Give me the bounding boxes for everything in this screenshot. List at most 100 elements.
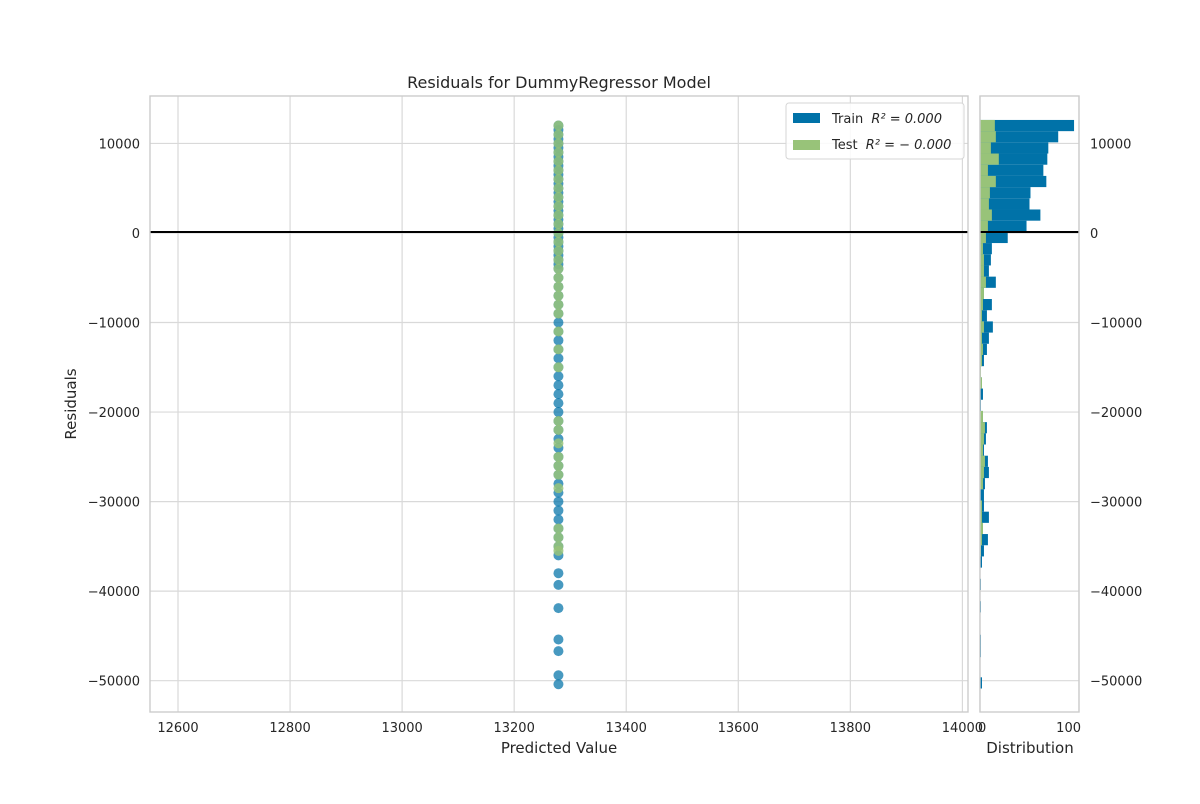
test-residual-point bbox=[553, 263, 564, 274]
test-residual-point bbox=[553, 174, 564, 185]
distribution-bars bbox=[980, 119, 1075, 689]
test-residual-point bbox=[553, 219, 564, 230]
test-residual-point bbox=[553, 362, 564, 373]
distribution-bar-train bbox=[980, 332, 989, 344]
distribution-bar-train bbox=[980, 187, 1031, 199]
test-residual-point bbox=[553, 201, 564, 212]
y-tick-label: 0 bbox=[132, 227, 140, 242]
distribution-bar-train bbox=[980, 466, 989, 479]
train-residual-point bbox=[553, 670, 564, 681]
test-residual-point bbox=[553, 326, 564, 337]
legend-swatch-train bbox=[793, 113, 820, 123]
distribution-bar-test bbox=[980, 354, 982, 367]
distribution-bar-test bbox=[980, 142, 991, 154]
train-residual-point bbox=[553, 679, 564, 690]
distribution-bar-test bbox=[980, 444, 983, 456]
test-residual-point bbox=[553, 156, 564, 167]
distribution-bar-test bbox=[980, 220, 988, 232]
train-residual-point bbox=[553, 646, 564, 657]
distribution-bar-test bbox=[980, 343, 983, 355]
distribution-bar-test bbox=[980, 377, 982, 389]
train-residual-point bbox=[553, 371, 564, 382]
test-residual-point bbox=[553, 254, 564, 265]
y-tick-label: −10000 bbox=[88, 317, 140, 332]
main-plot-frame bbox=[149, 95, 969, 713]
distribution-bar-test bbox=[980, 187, 990, 199]
test-residual-point bbox=[553, 344, 564, 355]
distribution-bar-train bbox=[980, 299, 992, 311]
distribution-bar-test bbox=[980, 500, 982, 512]
train-residual-point bbox=[553, 496, 564, 507]
distribution-bar-test bbox=[980, 522, 983, 535]
distribution-bar-train bbox=[980, 119, 1075, 132]
distribution-x-tick-label: 0 bbox=[978, 721, 986, 736]
distribution-bar-test bbox=[980, 433, 984, 445]
distribution-bar-test bbox=[980, 534, 982, 546]
distribution-bar-test bbox=[980, 243, 983, 255]
distribution-bar-test bbox=[980, 287, 984, 300]
distribution-bar-train bbox=[980, 545, 984, 557]
distribution-bar-test bbox=[980, 265, 984, 277]
test-residual-point bbox=[553, 545, 564, 556]
distribution-bar-test bbox=[980, 511, 982, 523]
legend-label-train: Train R² = 0.000 bbox=[831, 112, 942, 127]
distribution-bar-train bbox=[980, 310, 987, 322]
y-tick-label: −40000 bbox=[88, 585, 140, 600]
x-tick-labels: 12600 12800 13000 13200 13400 13600 13800 14000 bbox=[157, 721, 983, 736]
test-residual-point bbox=[553, 469, 564, 480]
test-residual-point bbox=[553, 308, 564, 319]
x-tick-label: 12800 bbox=[269, 721, 310, 736]
train-residual-point bbox=[553, 514, 564, 525]
distribution-bar-train bbox=[980, 511, 989, 523]
distribution-bar-train bbox=[980, 321, 993, 333]
x-tick-label: 13200 bbox=[493, 721, 534, 736]
distribution-bar-train bbox=[980, 265, 989, 277]
y-tick-label: −50000 bbox=[88, 675, 140, 690]
test-residual-point bbox=[553, 165, 564, 176]
distribution-bar-test bbox=[980, 332, 982, 344]
distribution-bar-train bbox=[980, 677, 982, 689]
train-residual-point bbox=[553, 407, 564, 418]
distribution-bar-test bbox=[980, 153, 999, 165]
chart-title: Residuals for DummyRegressor Model bbox=[407, 73, 711, 92]
distribution-bar-test bbox=[980, 310, 982, 322]
distribution-bar-train bbox=[980, 198, 1030, 210]
distribution-y-tick-label: 0 bbox=[1090, 227, 1098, 242]
test-residual-point bbox=[553, 272, 564, 283]
distribution-bar-train bbox=[980, 164, 1044, 176]
test-residual-point bbox=[553, 120, 564, 131]
distribution-bar-test bbox=[980, 410, 983, 423]
test-residual-point bbox=[553, 532, 564, 543]
test-residual-point bbox=[553, 416, 564, 427]
distribution-y-tick-label: −10000 bbox=[1090, 317, 1142, 332]
train-residual-point bbox=[553, 634, 564, 645]
test-residual-point bbox=[553, 236, 564, 247]
y-tick-labels-right: 10000 0 −10000 −20000 −30000 −40000 −50000 bbox=[1090, 137, 1142, 689]
y-tick-label: 10000 bbox=[99, 137, 140, 152]
distribution-plot-frame bbox=[979, 95, 1080, 713]
test-residual-point bbox=[553, 451, 564, 462]
distribution-bar-test bbox=[980, 422, 985, 434]
distribution-bar-train bbox=[980, 209, 1041, 221]
distribution-x-tick-label: 100 bbox=[1056, 721, 1081, 736]
distribution-bar-train bbox=[980, 276, 996, 288]
legend-swatch-test bbox=[793, 140, 820, 150]
distribution-bar-test bbox=[980, 175, 996, 188]
distribution-bar-test bbox=[980, 131, 996, 143]
y-axis-label: Residuals bbox=[62, 368, 80, 439]
distribution-y-tick-label: 10000 bbox=[1090, 137, 1131, 152]
distribution-y-tick-label: −20000 bbox=[1090, 406, 1142, 421]
x-tick-label: 14000 bbox=[942, 721, 983, 736]
distribution-bar-train bbox=[980, 556, 982, 568]
train-residual-point bbox=[553, 317, 564, 328]
x-tick-label: 12600 bbox=[157, 721, 198, 736]
train-residual-point bbox=[553, 389, 564, 400]
distribution-bar-test bbox=[980, 254, 984, 266]
distribution-bar-test bbox=[980, 276, 986, 288]
legend: Train R² = 0.000 Test R² = − 0.000 bbox=[785, 102, 965, 160]
y-tick-labels-left: 10000 0 −10000 −20000 −30000 −40000 −50000 bbox=[88, 137, 140, 689]
x-tick-label: 13800 bbox=[830, 721, 871, 736]
x-tick-label: 13400 bbox=[606, 721, 647, 736]
